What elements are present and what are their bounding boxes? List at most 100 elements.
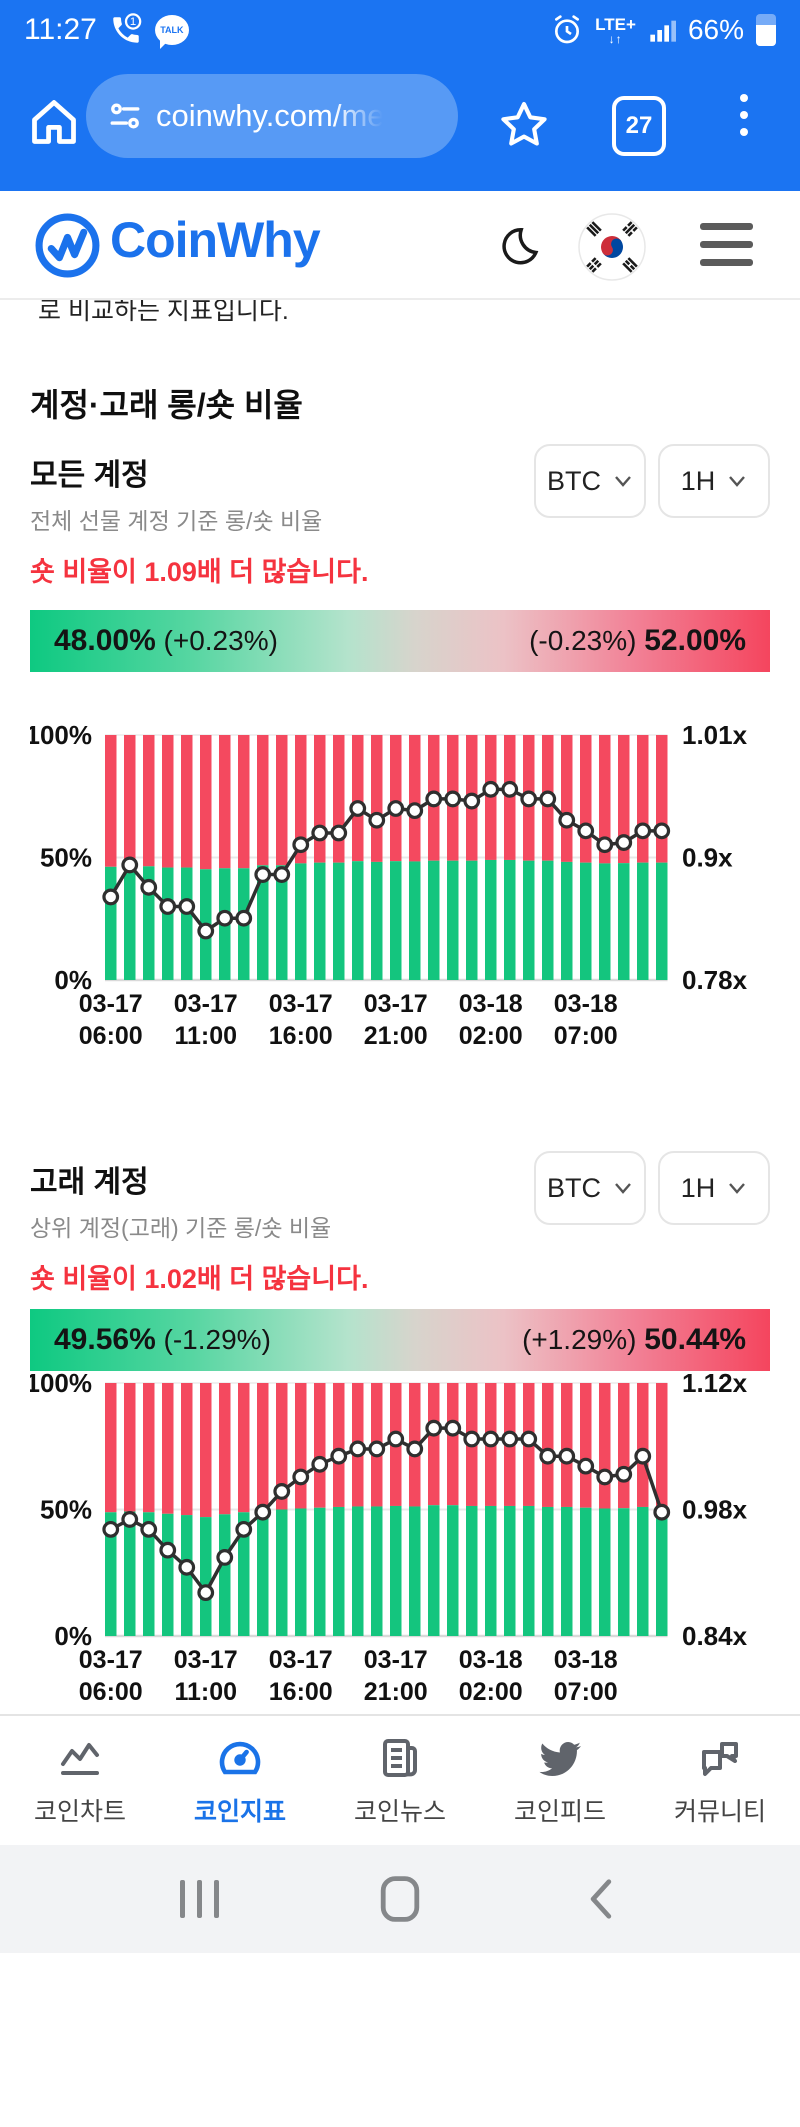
svg-text:1.01x: 1.01x — [682, 720, 748, 750]
svg-text:03-17: 03-17 — [174, 1646, 238, 1674]
long-change: (-1.29%) — [163, 1324, 271, 1355]
svg-text:11:00: 11:00 — [174, 1022, 237, 1050]
twitter-bird-icon — [539, 1741, 581, 1776]
battery-percent: 66% — [687, 14, 744, 45]
short-change: (-0.23%) — [529, 625, 637, 656]
long-change: (+0.23%) — [163, 625, 278, 656]
section-subtitle: 전체 선물 계정 기준 롱/숏 비율 — [30, 508, 323, 534]
svg-text:0.84x: 0.84x — [682, 1621, 748, 1651]
chevron-down-icon — [615, 476, 631, 487]
call-notification-icon: 1 — [113, 13, 142, 43]
network-type-indicator: LTE+ ↓↑ — [595, 14, 636, 46]
page-title: 계정·고래 롱/숏 비율 — [30, 387, 303, 423]
line-chart-icon — [61, 1742, 99, 1775]
svg-text:03-18: 03-18 — [459, 1646, 523, 1674]
section-all-accounts: 모든 계정 BTC 1H 전체 선물 계정 기준 롱/숏 비율 숏 비율이 1.… — [0, 440, 800, 1420]
svg-text:03-18: 03-18 — [554, 990, 618, 1018]
bookmark-star-icon[interactable] — [498, 98, 550, 150]
url-text: coinwhy.com/me — [156, 98, 385, 133]
svg-text:06:00: 06:00 — [79, 1678, 143, 1706]
svg-text:100%: 100% — [30, 720, 92, 750]
svg-text:21:00: 21:00 — [364, 1022, 428, 1050]
svg-text:1: 1 — [130, 16, 136, 28]
long-short-ratio-bar: 48.00% (+0.23%) (-0.23%) 52.00% — [30, 610, 770, 672]
svg-text:03-18: 03-18 — [459, 990, 523, 1018]
recents-button[interactable] — [179, 1880, 219, 1918]
signal-icon — [650, 20, 676, 42]
status-bar: 11:27 1 TALK LTE+ ↓↑ 66% — [0, 0, 800, 60]
hamburger-menu-icon[interactable] — [700, 223, 753, 266]
short-change: (+1.29%) — [522, 1324, 637, 1355]
dark-mode-moon-icon[interactable] — [497, 225, 541, 269]
korea-flag-language-icon[interactable] — [578, 213, 646, 281]
gauge-icon — [219, 1741, 261, 1774]
whale-accounts-long-short-chart[interactable]: 100% 50% 0% 1.12x 0.98x 0.84x 03-17 06:00 03-17 1… — [30, 1348, 770, 1718]
svg-text:02:00: 02:00 — [459, 1022, 523, 1050]
home-button[interactable] — [378, 1875, 422, 1923]
svg-text:21:00: 21:00 — [364, 1678, 428, 1706]
section-subtitle: 상위 계정(고래) 기준 롱/숏 비율 — [30, 1215, 332, 1241]
browser-menu-icon[interactable] — [740, 94, 748, 136]
url-bar[interactable]: coinwhy.com/me — [86, 74, 458, 158]
android-navigation-bar — [0, 1845, 800, 1953]
interval-select[interactable]: 1H — [658, 444, 770, 518]
kakaotalk-icon: TALK — [154, 15, 189, 49]
site-header: CoinWhy — [0, 191, 800, 300]
section-whale-accounts: 고래 계정 BTC 1H 상위 계정(고래) 기준 롱/숏 비율 숏 비율이 1… — [0, 1147, 800, 2127]
long-short-ratio-bar: 49.56% (-1.29%) (+1.29%) 50.44% — [30, 1309, 770, 1371]
tab-coin-indicators[interactable]: 코인지표 — [160, 1716, 320, 1845]
coinwhy-logo[interactable] — [34, 212, 101, 279]
svg-text:03-17: 03-17 — [79, 1646, 143, 1674]
coin-select[interactable]: BTC — [534, 444, 646, 518]
chevron-down-icon — [729, 476, 746, 487]
coin-select[interactable]: BTC — [534, 1151, 646, 1225]
svg-text:0.98x: 0.98x — [682, 1495, 748, 1525]
svg-text:03-17: 03-17 — [269, 1646, 333, 1674]
svg-text:11:00: 11:00 — [174, 1678, 237, 1706]
svg-text:06:00: 06:00 — [79, 1022, 143, 1050]
chevron-down-icon — [729, 1183, 746, 1194]
svg-text:50%: 50% — [40, 1495, 92, 1525]
bottom-tab-bar: 코인차트 코인지표 코인뉴스 코인피드 커뮤니티 — [0, 1714, 800, 1845]
back-button[interactable] — [581, 1877, 621, 1921]
svg-text:16:00: 16:00 — [269, 1022, 333, 1050]
section-title: 고래 계정 — [30, 1166, 149, 1199]
svg-text:100%: 100% — [30, 1368, 92, 1398]
svg-text:03-17: 03-17 — [79, 990, 143, 1018]
chevron-down-icon — [615, 1183, 631, 1194]
svg-text:0.9x: 0.9x — [682, 843, 733, 873]
brand-name[interactable]: CoinWhy — [110, 212, 321, 268]
long-percent: 48.00% — [54, 624, 156, 657]
tab-coin-feed[interactable]: 코인피드 — [480, 1716, 640, 1845]
tab-community[interactable]: 커뮤니티 — [640, 1716, 800, 1845]
svg-text:16:00: 16:00 — [269, 1678, 333, 1706]
tab-coin-chart[interactable]: 코인차트 — [0, 1716, 160, 1845]
section-title: 모든 계정 — [30, 459, 149, 492]
all-accounts-long-short-chart[interactable]: 100% 50% 0% 1.01x 0.9x 0.78x 03-17 06:00 03-17 11… — [30, 700, 770, 1060]
svg-text:0.78x: 0.78x — [682, 965, 748, 995]
tab-counter[interactable]: 27 — [612, 96, 666, 156]
svg-text:03-17: 03-17 — [364, 1646, 428, 1674]
long-percent: 49.56% — [54, 1323, 156, 1356]
chat-bubbles-icon — [702, 1741, 738, 1776]
short-percent: 50.44% — [644, 1323, 746, 1356]
battery-icon — [756, 14, 776, 46]
clock-time: 11:27 — [24, 13, 97, 46]
svg-text:1.12x: 1.12x — [682, 1368, 748, 1398]
interval-select[interactable]: 1H — [658, 1151, 770, 1225]
svg-text:0%: 0% — [54, 965, 92, 995]
home-icon[interactable] — [28, 96, 80, 148]
short-dominance-alert: 숏 비율이 1.02배 더 많습니다. — [30, 1264, 369, 1294]
short-dominance-alert: 숏 비율이 1.09배 더 많습니다. — [30, 557, 369, 587]
alarm-icon — [555, 15, 580, 44]
svg-text:03-17: 03-17 — [174, 990, 238, 1018]
svg-text:0%: 0% — [54, 1621, 92, 1651]
tab-coin-news[interactable]: 코인뉴스 — [320, 1716, 480, 1845]
svg-text:07:00: 07:00 — [554, 1022, 618, 1050]
svg-text:02:00: 02:00 — [459, 1678, 523, 1706]
svg-text:50%: 50% — [40, 843, 92, 873]
svg-text:03-17: 03-17 — [364, 990, 428, 1018]
svg-text:07:00: 07:00 — [554, 1678, 618, 1706]
site-settings-tune-icon — [110, 103, 140, 129]
svg-text:03-18: 03-18 — [554, 1646, 618, 1674]
